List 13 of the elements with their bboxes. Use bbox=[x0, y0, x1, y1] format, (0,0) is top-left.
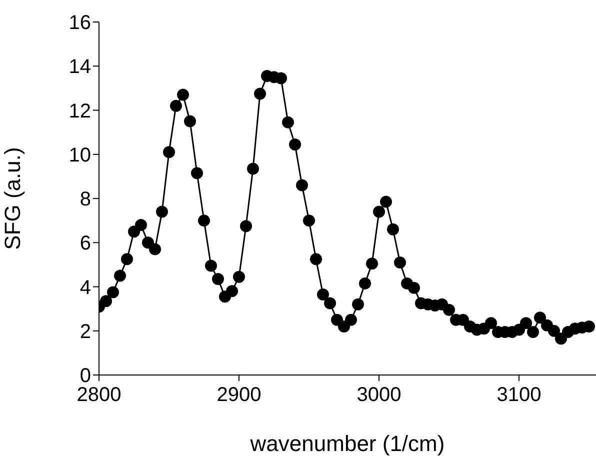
y-tick-label: 12 bbox=[68, 100, 91, 122]
y-tick-label: 14 bbox=[68, 56, 91, 78]
y-tick-label: 10 bbox=[68, 144, 91, 166]
y-tick-label: 16 bbox=[68, 12, 91, 34]
x-axis-title: wavenumber (1/cm) bbox=[249, 431, 445, 456]
y-tick-label: 8 bbox=[80, 188, 91, 211]
x-tick-label: 2900 bbox=[216, 384, 262, 406]
x-tick-label: 3100 bbox=[496, 384, 542, 406]
y-axis-title: SFG (a.u.) bbox=[0, 147, 25, 250]
y-tick-label: 2 bbox=[80, 320, 91, 343]
y-tick-label: 4 bbox=[80, 276, 91, 299]
y-tick-label: 6 bbox=[80, 232, 91, 255]
x-tick-label: 3000 bbox=[356, 384, 402, 406]
